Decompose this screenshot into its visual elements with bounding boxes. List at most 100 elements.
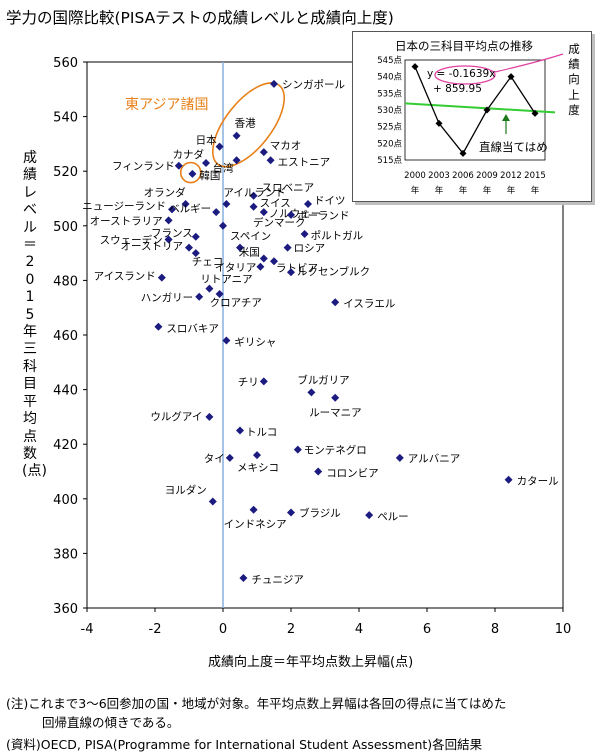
point-label: ペルー	[377, 511, 409, 523]
point-marker	[185, 243, 193, 252]
inset-trend-line	[404, 102, 556, 114]
point-label: デンマーク	[253, 216, 306, 229]
x-tick-label: 6	[423, 622, 431, 637]
point-marker	[215, 142, 224, 151]
point-label: チリ	[238, 376, 259, 388]
point-marker	[504, 475, 513, 484]
x-tick-label: 8	[491, 622, 499, 637]
point-marker	[259, 148, 268, 157]
point-label: アルバニア	[408, 453, 460, 465]
point-marker	[300, 229, 309, 238]
x-tick-label: 2	[287, 622, 295, 637]
point-label: マカオ	[270, 140, 302, 152]
inset-y-tick-label: 535点	[377, 89, 402, 99]
point-marker	[307, 388, 316, 397]
point-marker	[331, 393, 340, 402]
inset-point	[531, 109, 539, 117]
point-label: アイスランド	[94, 271, 156, 283]
y-axis-label: 成績レベル＝2015年三科目平均点数(点)	[22, 150, 47, 480]
note-line-2: 回帰直線の傾きである。	[42, 715, 180, 730]
point-label: ギリシャ	[234, 336, 276, 348]
point-label: ポーランド	[297, 210, 350, 222]
y-tick-label: 560	[53, 56, 78, 71]
point-marker	[195, 292, 204, 301]
point-label: ドイツ	[314, 195, 346, 207]
x-tick-label: 10	[555, 622, 572, 637]
point-label: ヨルダン	[165, 484, 207, 497]
inset-point	[483, 106, 491, 114]
point-label: フィンランド	[112, 161, 175, 173]
point-label: イスラエル	[343, 298, 395, 310]
point-label: 台湾	[213, 161, 234, 174]
point-marker	[232, 156, 241, 165]
point-label: スイス	[260, 198, 291, 210]
point-label: ロシア	[294, 243, 326, 255]
point-label: 米国	[239, 246, 260, 259]
inset-x-tick-suffix: 年	[507, 185, 516, 196]
inset-x-tick-suffix: 年	[483, 185, 492, 196]
point-label: ポルトガル	[311, 230, 364, 242]
point-marker	[249, 505, 258, 514]
scatter-plot: 360 380 400 420 440 460 480 500 520 540 560 -4 -2 0 2 4…	[53, 56, 572, 637]
point-label: フランス	[151, 228, 193, 240]
point-marker	[395, 453, 404, 462]
point-marker	[181, 199, 190, 208]
point-label: チェコ	[192, 256, 224, 268]
y-tick-label: 400	[53, 493, 78, 508]
point-marker	[266, 156, 275, 165]
point-label: エストニア	[278, 156, 331, 168]
point-label: カタール	[517, 476, 559, 488]
point-label: オーストリア	[121, 241, 183, 253]
point-marker	[365, 511, 374, 520]
point-label: トルコ	[246, 427, 277, 439]
point-marker	[270, 79, 278, 88]
point-marker	[236, 426, 244, 435]
point-label: スロバキア	[166, 323, 219, 335]
point-marker	[259, 377, 268, 386]
point-label: カナダ	[173, 148, 205, 161]
inset-point	[507, 73, 515, 81]
y-tick-label: 440	[53, 384, 78, 399]
inset-point	[411, 63, 419, 71]
east-asia-label: 東アジア諸国	[125, 97, 209, 113]
inset-x-tick-label: 2003	[428, 171, 450, 181]
inset-frame	[404, 59, 546, 161]
point-marker	[219, 221, 227, 230]
point-label: ノルウェー	[269, 208, 322, 220]
point-marker	[168, 205, 176, 214]
point-label: ベルギー	[169, 203, 211, 215]
point-marker	[253, 451, 261, 460]
point-marker	[283, 243, 292, 252]
point-label: 香港	[235, 118, 256, 130]
point-marker	[222, 336, 231, 345]
inset-x-tick-label: 2000	[404, 171, 426, 181]
point-label: オーストラリア	[90, 215, 163, 227]
point-marker	[164, 235, 173, 244]
inset-x-tick-label: 2006	[452, 171, 474, 181]
inset-x-tick-suffix: 年	[411, 185, 420, 196]
point-marker	[314, 467, 323, 476]
point-marker	[188, 169, 197, 178]
point-marker	[208, 497, 217, 506]
point-marker	[287, 210, 295, 219]
inset-y-tick-label: 515点	[377, 156, 402, 166]
point-label: アイルランド	[223, 187, 285, 199]
point-label: ブルガリア	[297, 373, 349, 386]
point-marker	[259, 208, 268, 217]
x-tick-label: 4	[355, 622, 363, 637]
inset-point	[435, 119, 443, 127]
trend-line-label: 直線当てはめ	[479, 140, 548, 154]
source-note: (資料)OECD, PISA(Programme for Internation…	[6, 737, 483, 752]
point-label: イタリア	[215, 262, 257, 274]
point-marker	[287, 268, 295, 277]
point-marker	[222, 199, 231, 208]
point-label: スロベニア	[262, 182, 315, 194]
point-label: スペイン	[230, 231, 271, 243]
y-tick-label: 420	[53, 438, 78, 453]
point-label: タイ	[204, 453, 225, 465]
inset-x-tick-label: 2009	[476, 171, 498, 181]
x-axis-label: 成績向上度＝年平均点数上昇幅(点)	[208, 655, 414, 670]
inset-series-line	[414, 66, 536, 155]
point-marker	[164, 216, 173, 225]
y-tick-label: 520	[53, 165, 78, 180]
